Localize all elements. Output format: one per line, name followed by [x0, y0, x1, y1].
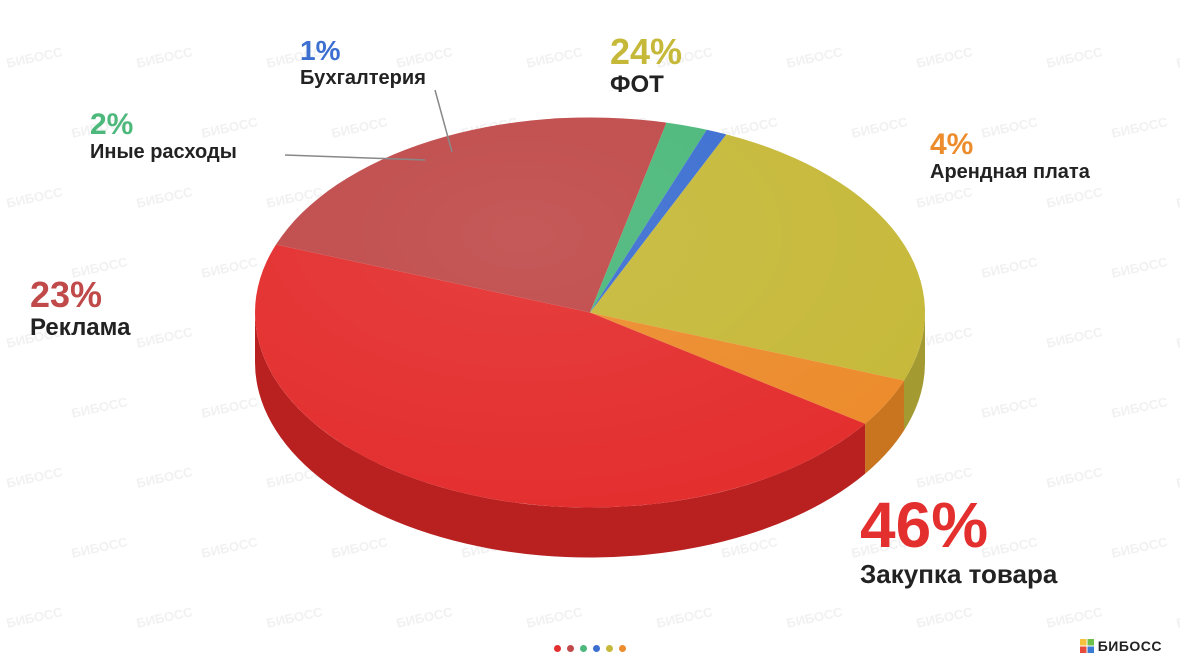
watermark-text: БИБОСС — [5, 184, 64, 211]
watermark-text: БИБОСС — [70, 0, 129, 1]
watermark-text: БИБОСС — [590, 0, 649, 1]
watermark-text: БИБОСС — [70, 394, 129, 421]
slice-pct: 24% — [610, 32, 682, 72]
watermark-text: БИБОСС — [1110, 114, 1169, 141]
watermark-text: БИБОСС — [330, 0, 389, 1]
watermark-text: БИБОСС — [5, 44, 64, 71]
watermark-text: БИБОСС — [135, 464, 194, 491]
legend-dot — [580, 645, 587, 652]
watermark-text: БИБОСС — [720, 0, 779, 1]
watermark-text: БИБОСС — [1045, 184, 1104, 211]
slice-label-reklama: 23%Реклама — [30, 275, 130, 341]
watermark-text: БИБОСС — [1045, 464, 1104, 491]
legend-dots — [554, 645, 626, 652]
slice-label-fot: 24%ФОТ — [610, 32, 682, 98]
slice-pct: 2% — [90, 108, 237, 141]
watermark-text: БИБОСС — [1045, 44, 1104, 71]
slice-name: Арендная плата — [930, 161, 1090, 183]
legend-dot — [593, 645, 600, 652]
brand-icon — [1080, 639, 1094, 653]
watermark-text: БИБОСС — [1045, 604, 1104, 631]
watermark-text: БИБОСС — [1175, 464, 1180, 491]
watermark-text: БИБОСС — [1110, 254, 1169, 281]
slice-label-zakupka: 46%Закупка товара — [860, 490, 1057, 589]
watermark-text: БИБОСС — [5, 464, 64, 491]
watermark-text: БИБОСС — [1110, 534, 1169, 561]
legend-dot — [554, 645, 561, 652]
watermark-text: БИБОСС — [1175, 324, 1180, 351]
watermark-text: БИБОСС — [1175, 44, 1180, 71]
watermark-text: БИБОСС — [135, 184, 194, 211]
watermark-text: БИБОСС — [1175, 184, 1180, 211]
watermark-text: БИБОСС — [460, 0, 519, 1]
watermark-text: БИБОСС — [1110, 0, 1169, 1]
slice-name: Реклама — [30, 315, 130, 341]
watermark-text: БИБОСС — [135, 44, 194, 71]
watermark-text: БИБОСС — [980, 0, 1039, 1]
legend-dot — [567, 645, 574, 652]
watermark-text: БИБОСС — [1175, 604, 1180, 631]
slice-name: ФОТ — [610, 72, 682, 98]
watermark-text: БИБОСС — [1110, 394, 1169, 421]
slice-name: Закупка товара — [860, 560, 1057, 589]
legend-dot — [606, 645, 613, 652]
watermark-text: БИБОСС — [5, 604, 64, 631]
watermark-text: БИБОСС — [135, 324, 194, 351]
watermark-text: БИБОСС — [135, 604, 194, 631]
slice-name: Бухгалтерия — [300, 67, 426, 89]
watermark-text: БИБОСС — [850, 0, 909, 1]
brand-text: БИБОСС — [1098, 638, 1162, 654]
watermark-text: БИБОСС — [70, 534, 129, 561]
slice-pct: 1% — [300, 36, 426, 67]
pie-highlight — [255, 118, 925, 508]
slice-pct: 46% — [860, 490, 1057, 560]
watermark-text: БИБОСС — [200, 0, 259, 1]
legend-dot — [619, 645, 626, 652]
slice-label-inye: 2%Иные расходы — [90, 108, 237, 163]
brand-logo: БИБОСС — [1080, 638, 1162, 654]
watermark-text: БИБОСС — [1045, 324, 1104, 351]
slice-label-buh: 1%Бухгалтерия — [300, 36, 426, 89]
slice-label-arenda: 4%Арендная плата — [930, 128, 1090, 183]
slice-pct: 4% — [930, 128, 1090, 161]
slice-pct: 23% — [30, 275, 130, 315]
slice-name: Иные расходы — [90, 141, 237, 163]
